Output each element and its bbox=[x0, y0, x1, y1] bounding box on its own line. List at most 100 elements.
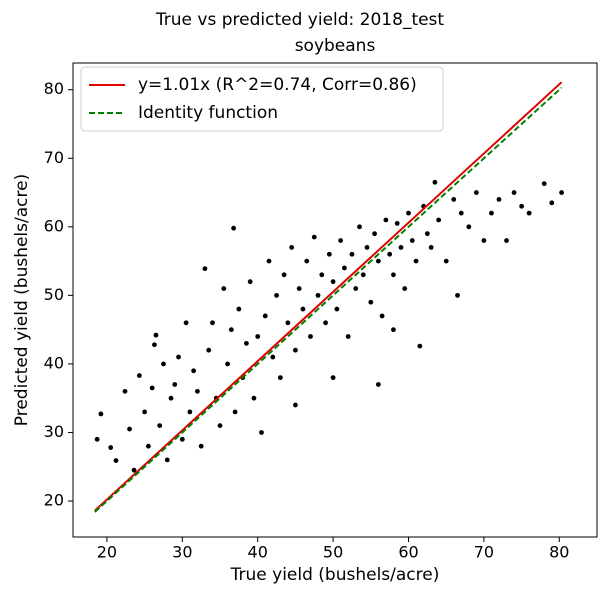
scatter-point bbox=[342, 265, 347, 271]
scatter-point bbox=[225, 361, 230, 367]
scatter-point bbox=[221, 286, 227, 291]
scatter-point bbox=[349, 251, 355, 257]
scatter-point bbox=[375, 258, 381, 264]
scatter-point bbox=[153, 332, 159, 338]
scatter-point bbox=[511, 190, 517, 195]
scatter-point bbox=[402, 286, 408, 291]
scatter-point bbox=[217, 423, 223, 429]
scatter-point bbox=[300, 306, 306, 312]
scatter-point bbox=[417, 343, 423, 349]
scatter-point bbox=[345, 334, 351, 339]
scatter-point bbox=[255, 334, 261, 339]
scatter-point bbox=[122, 388, 128, 394]
scatter-point bbox=[94, 436, 100, 442]
scatter-point bbox=[451, 197, 457, 202]
scatter-point bbox=[142, 409, 148, 415]
scatter-point bbox=[277, 375, 283, 381]
scatter-point bbox=[526, 210, 532, 216]
scatter-point bbox=[270, 354, 276, 360]
scatter-point bbox=[443, 258, 449, 264]
x-axis-label: True yield (bushels/acre) bbox=[230, 565, 440, 585]
scatter-point bbox=[228, 327, 234, 333]
scatter-point bbox=[244, 340, 249, 346]
legend-box bbox=[80, 66, 444, 132]
x-tick-label: 40 bbox=[248, 543, 268, 562]
legend-label: Identity function bbox=[138, 103, 278, 123]
scatter-point bbox=[375, 382, 381, 387]
scatter-point bbox=[541, 181, 547, 187]
scatter-point bbox=[113, 458, 119, 463]
scatter-point bbox=[473, 190, 479, 195]
x-tick-label: 50 bbox=[323, 543, 343, 562]
scatter-point bbox=[164, 457, 170, 463]
scatter-point bbox=[304, 258, 310, 264]
scatter-point bbox=[379, 313, 385, 319]
scatter-point bbox=[231, 225, 236, 231]
scatter-point bbox=[330, 375, 336, 381]
scatter-point bbox=[187, 409, 193, 415]
scatter-point bbox=[285, 320, 291, 326]
scatter-point bbox=[372, 231, 377, 237]
scatter-point bbox=[353, 286, 359, 291]
scatter-point bbox=[172, 382, 178, 387]
scatter-point bbox=[409, 238, 415, 243]
scatter-point bbox=[210, 320, 215, 326]
line bbox=[94, 81, 563, 512]
scatter-point bbox=[157, 423, 163, 429]
line bbox=[94, 86, 563, 513]
x-tick-label: 20 bbox=[97, 543, 117, 562]
scatter-point bbox=[98, 411, 104, 417]
x-tick-label: 70 bbox=[474, 543, 494, 562]
scatter-point bbox=[176, 354, 181, 360]
scatter-point bbox=[504, 238, 509, 243]
scatter-point bbox=[360, 272, 366, 278]
scatter-point bbox=[145, 443, 151, 449]
scatter-point bbox=[136, 373, 142, 378]
y-tick-label: 20 bbox=[44, 491, 64, 510]
scatter-point bbox=[315, 292, 321, 298]
scatter-point bbox=[127, 426, 132, 432]
scatter-point bbox=[357, 224, 362, 230]
scatter-point bbox=[236, 306, 242, 312]
scatter-point bbox=[183, 320, 189, 326]
scatter-point bbox=[251, 395, 257, 401]
scatter-point bbox=[296, 286, 302, 291]
legend-label: y=1.01x (R^2=0.74, Corr=0.86) bbox=[138, 75, 417, 95]
scatter-point bbox=[319, 272, 325, 278]
y-tick-label: 40 bbox=[44, 353, 64, 372]
scatter-point bbox=[262, 313, 268, 319]
scatter-point bbox=[455, 292, 460, 298]
scatter-point bbox=[293, 402, 298, 408]
scatter-point bbox=[391, 272, 396, 278]
scatter-point bbox=[549, 200, 555, 206]
scatter-point bbox=[496, 197, 502, 202]
scatter-point bbox=[293, 347, 298, 353]
scatter-point bbox=[466, 224, 472, 230]
scatter-point bbox=[274, 292, 279, 298]
scatter-point bbox=[391, 327, 396, 333]
scatter-point bbox=[424, 231, 430, 237]
scatter-point bbox=[323, 320, 328, 326]
scatter-point bbox=[108, 445, 114, 450]
scatter-point bbox=[481, 238, 487, 243]
scatter-point bbox=[289, 244, 295, 250]
scatter-point bbox=[308, 334, 313, 339]
chart-title: True vs predicted yield: 2018_test bbox=[155, 10, 445, 30]
scatter-point bbox=[311, 234, 317, 240]
scatter-point bbox=[436, 217, 442, 223]
plot-frame bbox=[72, 62, 598, 538]
scatter-point bbox=[202, 266, 208, 272]
scatter-point bbox=[266, 258, 272, 264]
scatter-point bbox=[191, 368, 197, 374]
scatter-point bbox=[131, 467, 137, 473]
scatter-point bbox=[383, 217, 389, 223]
scatter-point bbox=[330, 279, 336, 285]
scatter-point bbox=[232, 409, 238, 415]
scatter-point bbox=[364, 244, 370, 250]
chart-subtitle: soybeans bbox=[295, 36, 376, 56]
scatter-point bbox=[179, 436, 185, 442]
y-axis-label: Predicted yield (bushels/acre) bbox=[12, 174, 32, 426]
x-tick-label: 60 bbox=[398, 543, 418, 562]
